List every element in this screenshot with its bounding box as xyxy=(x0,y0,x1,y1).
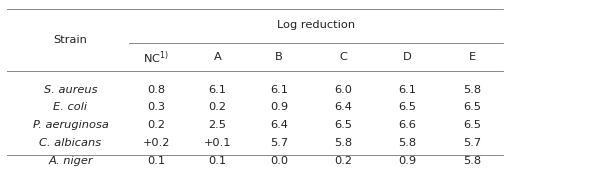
Text: 0.3: 0.3 xyxy=(147,102,166,112)
Text: S. aureus: S. aureus xyxy=(44,85,97,95)
Text: 0.1: 0.1 xyxy=(208,156,227,166)
Text: 6.1: 6.1 xyxy=(270,85,288,95)
Text: 0.1: 0.1 xyxy=(147,156,166,166)
Text: NC$^{1)}$: NC$^{1)}$ xyxy=(143,49,169,66)
Text: 6.1: 6.1 xyxy=(398,85,417,95)
Text: E: E xyxy=(468,52,476,62)
Text: 0.9: 0.9 xyxy=(270,102,288,112)
Text: 2.5: 2.5 xyxy=(208,120,227,130)
Text: 6.5: 6.5 xyxy=(463,102,481,112)
Text: Strain: Strain xyxy=(53,35,88,45)
Text: D: D xyxy=(403,52,412,62)
Text: Log reduction: Log reduction xyxy=(276,20,355,30)
Text: E. coli: E. coli xyxy=(53,102,88,112)
Text: P. aeruginosa: P. aeruginosa xyxy=(32,120,109,130)
Text: 6.0: 6.0 xyxy=(334,85,352,95)
Text: 5.8: 5.8 xyxy=(398,138,417,148)
Text: 6.6: 6.6 xyxy=(398,120,417,130)
Text: +0.2: +0.2 xyxy=(143,138,170,148)
Text: 6.4: 6.4 xyxy=(270,120,288,130)
Text: 5.7: 5.7 xyxy=(270,138,288,148)
Text: 6.5: 6.5 xyxy=(334,120,352,130)
Text: 6.4: 6.4 xyxy=(334,102,352,112)
Text: 0.0: 0.0 xyxy=(270,156,288,166)
Text: A: A xyxy=(214,52,221,62)
Text: 0.2: 0.2 xyxy=(208,102,227,112)
Text: 6.5: 6.5 xyxy=(398,102,417,112)
Text: 5.8: 5.8 xyxy=(334,138,352,148)
Text: A. niger: A. niger xyxy=(48,156,93,166)
Text: 5.8: 5.8 xyxy=(463,85,481,95)
Text: 6.5: 6.5 xyxy=(463,120,481,130)
Text: 5.7: 5.7 xyxy=(463,138,481,148)
Text: 0.8: 0.8 xyxy=(147,85,166,95)
Text: 5.8: 5.8 xyxy=(463,156,481,166)
Text: 6.1: 6.1 xyxy=(208,85,227,95)
Text: 0.2: 0.2 xyxy=(334,156,352,166)
Text: B: B xyxy=(275,52,283,62)
Text: 0.9: 0.9 xyxy=(398,156,417,166)
Text: C. albicans: C. albicans xyxy=(39,138,102,148)
Text: C: C xyxy=(340,52,347,62)
Text: +0.1: +0.1 xyxy=(204,138,231,148)
Text: 0.2: 0.2 xyxy=(147,120,166,130)
